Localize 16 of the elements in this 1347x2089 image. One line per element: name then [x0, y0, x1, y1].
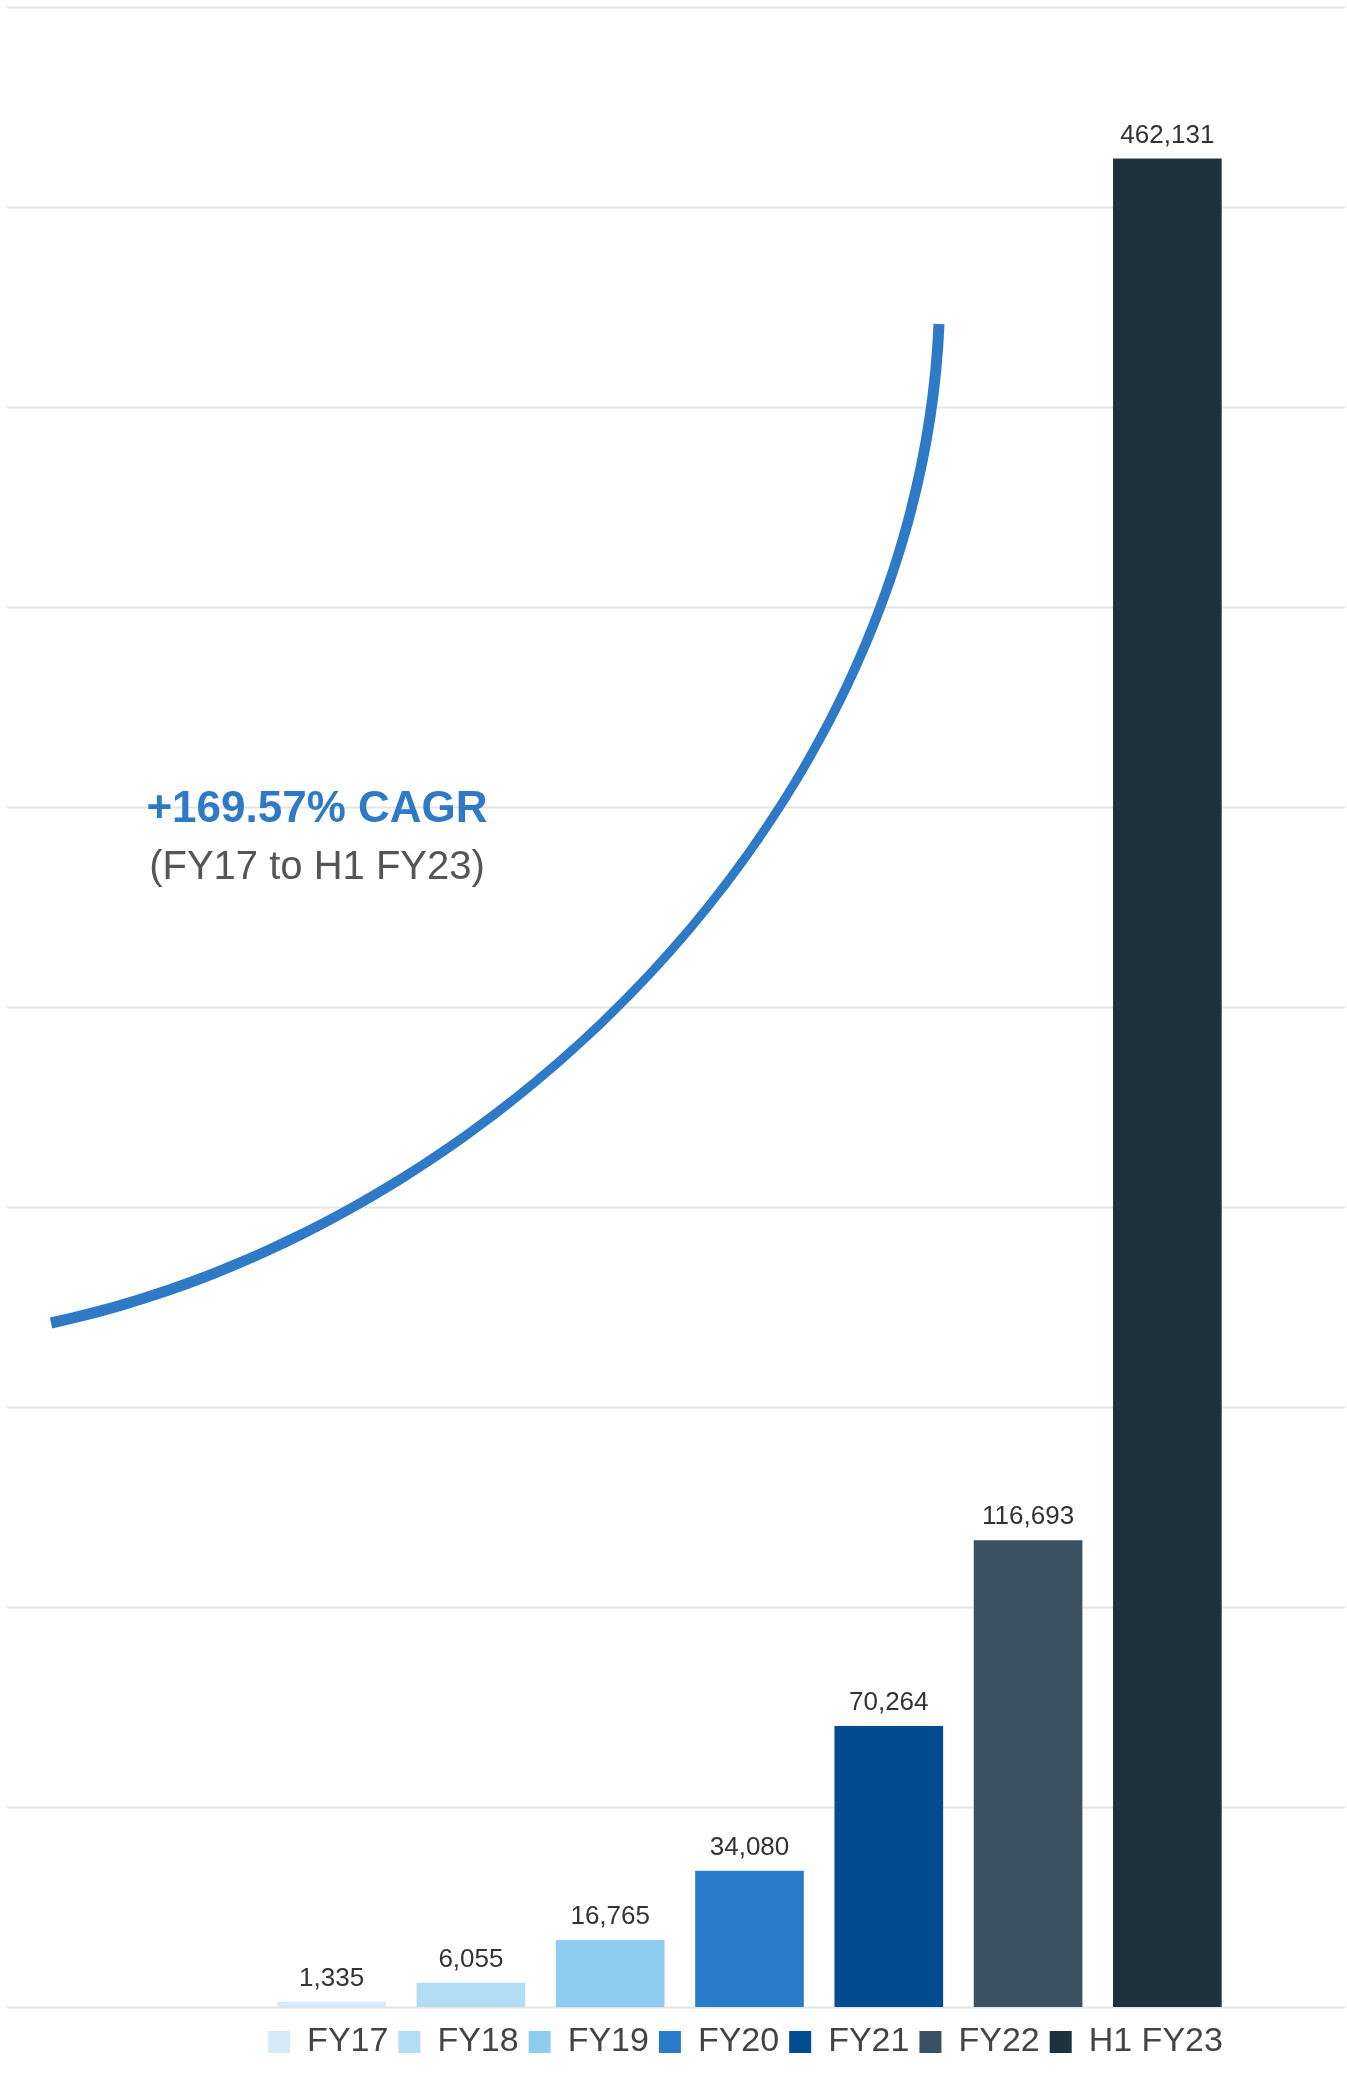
data-label: 34,080	[709, 1830, 790, 1861]
legend-label: FY20	[697, 2020, 780, 2059]
legend-label: FY17	[307, 2020, 389, 2059]
data-label: 1,335	[299, 1961, 365, 1992]
annotation: (FY17 to H1 FY23)	[149, 843, 485, 888]
legend-label: FY22	[958, 2020, 1040, 2059]
data-label: 6,055	[438, 1942, 504, 1973]
legend-label: FY19	[567, 2020, 649, 2059]
legend-label: FY21	[828, 2020, 910, 2059]
data-label: 16,765	[570, 1900, 650, 1931]
data-label: 462,131	[1120, 118, 1215, 149]
annotation: +169.57% CAGR	[146, 782, 488, 832]
data-label: 70,264	[849, 1686, 929, 1717]
data-label: 116,693	[982, 1500, 1075, 1531]
legend-label: H1 FY23	[1088, 2020, 1223, 2059]
legend-label: FY18	[437, 2020, 519, 2059]
